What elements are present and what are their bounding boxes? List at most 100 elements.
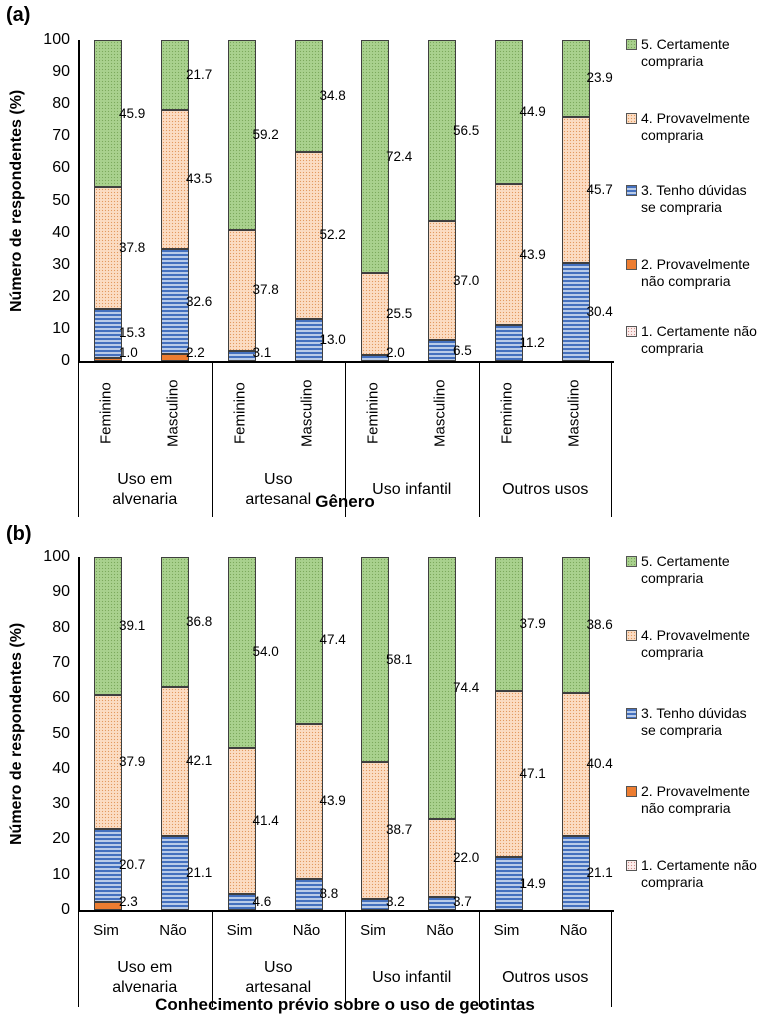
data-label: 37.0 bbox=[453, 272, 480, 288]
bar-segment-c5 bbox=[561, 40, 590, 117]
legend-swatch-c4-icon bbox=[626, 630, 637, 641]
bar-segment-c4 bbox=[428, 819, 456, 897]
y-tick-label: 30 bbox=[52, 795, 70, 813]
group-label: Outros usos bbox=[479, 949, 613, 1007]
bar-segment-c4 bbox=[94, 187, 122, 309]
data-label: 2.2 bbox=[186, 345, 205, 360]
legend-label: 1. Certamente não compraria bbox=[641, 323, 757, 356]
group-label-text: Uso artesanal bbox=[245, 471, 312, 508]
bar-segment-c4 bbox=[294, 723, 323, 879]
group-label: Uso infantil bbox=[345, 464, 479, 516]
bar-segment-c4 bbox=[361, 762, 389, 899]
bar-segment-c3 bbox=[494, 325, 523, 361]
data-label: 72.4 bbox=[386, 148, 413, 164]
group-label: Uso em alvenaria bbox=[78, 949, 212, 1007]
data-label: 56.5 bbox=[453, 122, 480, 138]
legend-swatch-c1-icon bbox=[626, 860, 637, 871]
y-tick-label: 100 bbox=[43, 31, 70, 48]
data-label: 2.3 bbox=[119, 894, 138, 909]
bar-segment-c3 bbox=[227, 351, 256, 361]
bar-segment-c5 bbox=[294, 40, 323, 152]
group-label-text: Outros usos bbox=[502, 481, 589, 498]
y-tick-label: 90 bbox=[52, 63, 70, 81]
y-tick-label: 20 bbox=[52, 830, 70, 848]
data-label: 43.5 bbox=[186, 171, 213, 187]
bar-sim bbox=[227, 557, 256, 910]
data-label: 54.0 bbox=[252, 644, 279, 660]
data-label: 43.9 bbox=[319, 793, 346, 809]
data-label: 21.7 bbox=[186, 66, 213, 82]
bar-label-não: Não bbox=[292, 922, 321, 939]
bar-sim bbox=[94, 557, 122, 910]
bar-masculino bbox=[161, 40, 189, 361]
bar-label-não: Não bbox=[559, 922, 588, 939]
category-divider bbox=[345, 361, 346, 517]
bar-segment-c3 bbox=[428, 896, 456, 910]
bar-segment-c2 bbox=[94, 901, 122, 910]
data-label: 21.1 bbox=[586, 864, 613, 880]
y-tick-label: 0 bbox=[61, 352, 70, 369]
bar-label-sim: Sim bbox=[360, 922, 386, 939]
legend-label: 3. Tenho dúvidas se compraria bbox=[641, 705, 747, 738]
legend-swatch-c2-icon bbox=[626, 259, 637, 270]
bar-segment-c4 bbox=[227, 229, 256, 352]
data-label: 32.6 bbox=[186, 293, 213, 309]
data-label: 40.4 bbox=[586, 756, 613, 772]
bar-segment-c3 bbox=[94, 828, 122, 902]
bar-label-feminino: Feminino bbox=[231, 382, 248, 445]
y-tick-label: 40 bbox=[52, 759, 70, 777]
bar-segment-c4 bbox=[94, 695, 122, 829]
bar-label-feminino: Feminino bbox=[364, 382, 382, 445]
bar-não bbox=[428, 556, 456, 910]
data-label: 6.5 bbox=[453, 342, 472, 358]
category-divider bbox=[78, 361, 79, 517]
bar-segment-c4 bbox=[428, 221, 456, 341]
bar-segment-c5 bbox=[561, 556, 590, 693]
data-label: 36.8 bbox=[186, 613, 213, 629]
bar-segment-c4 bbox=[494, 691, 523, 858]
bar-segment-c5 bbox=[94, 557, 122, 696]
data-label: 21.1 bbox=[186, 864, 213, 880]
data-label: 44.9 bbox=[519, 104, 546, 120]
bar-segment-c3 bbox=[428, 340, 456, 361]
y-tick-label: 100 bbox=[43, 548, 70, 565]
group-label-text: Uso em alvenaria bbox=[112, 471, 178, 508]
data-label: 1.0 bbox=[119, 345, 138, 360]
data-label: 74.4 bbox=[453, 679, 480, 695]
y-axis-title: Número de respondentes (%) bbox=[8, 622, 25, 845]
legend-label: 4. Provavelmente compraria bbox=[641, 627, 750, 660]
chart-panel-a: (a) Número de respondentes (%) 0 10 20 30 40 50… bbox=[6, 4, 757, 517]
data-label: 3.2 bbox=[386, 894, 405, 909]
plot-area bbox=[78, 556, 614, 912]
bar-segment-c3 bbox=[161, 835, 189, 910]
bar-segment-c4 bbox=[494, 184, 523, 326]
y-tick-label: 50 bbox=[52, 724, 70, 742]
bar-segment-c3 bbox=[161, 249, 189, 354]
data-label: 47.4 bbox=[319, 632, 346, 648]
bar-feminino bbox=[361, 40, 389, 361]
bar-segment-c3 bbox=[227, 893, 256, 910]
bar-segment-c4 bbox=[561, 116, 590, 264]
bar-label-feminino: Feminino bbox=[97, 382, 115, 445]
data-label: 39.1 bbox=[119, 618, 146, 633]
data-label: 14.9 bbox=[519, 875, 546, 891]
y-tick-label: 20 bbox=[52, 287, 70, 305]
y-tick-label: 90 bbox=[52, 583, 70, 601]
legend-item-c2: 2. Provavelmente não compraria bbox=[626, 783, 765, 817]
bar-label-não: Não bbox=[159, 922, 187, 939]
bar-segment-c2 bbox=[161, 353, 189, 361]
bar-segment-c3 bbox=[561, 263, 590, 361]
y-tick-label: 30 bbox=[52, 255, 70, 273]
bar-masculino bbox=[428, 40, 456, 361]
group-label-text: Uso artesanal bbox=[245, 959, 312, 996]
data-label: 13.0 bbox=[319, 332, 346, 348]
bar-label-feminino: Feminino bbox=[498, 382, 515, 445]
bar-segment-c5 bbox=[227, 39, 256, 230]
data-label: 20.7 bbox=[119, 857, 146, 873]
bar-segment-c5 bbox=[494, 557, 523, 692]
legend-label: 4. Provavelmente compraria bbox=[641, 110, 750, 143]
bar-segment-c5 bbox=[94, 40, 122, 188]
legend-swatch-c2-icon bbox=[626, 786, 637, 797]
data-label: 59.2 bbox=[252, 126, 279, 142]
y-tick-label: 80 bbox=[52, 95, 70, 113]
